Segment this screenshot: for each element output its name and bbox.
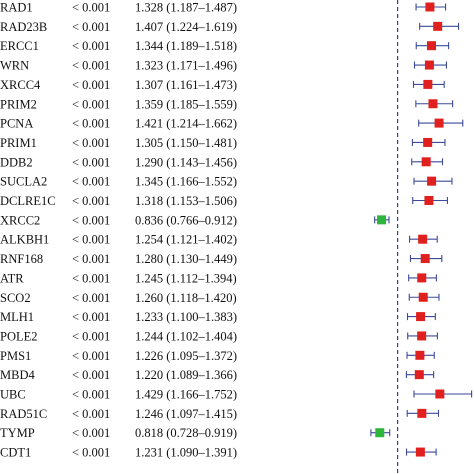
p-value: < 0.001 — [72, 155, 110, 169]
hr-point — [424, 196, 434, 205]
p-value: < 0.001 — [72, 446, 110, 460]
hr-ci-text: 1.244 (1.102–1.404) — [135, 329, 237, 343]
hr-point — [377, 215, 387, 225]
gene-label: POLE2 — [0, 329, 38, 343]
hr-point — [417, 273, 427, 283]
table-text: RAD1 < 0.001 1.328 (1.187–1.487) RAD23B < 0.… — [0, 1, 237, 460]
p-value: < 0.001 — [72, 117, 110, 131]
hr-ci-text: 1.328 (1.187–1.487) — [135, 1, 237, 15]
hr-point — [418, 234, 428, 244]
gene-label: RAD51C — [0, 407, 47, 421]
hr-point — [417, 408, 427, 418]
hr-point — [414, 370, 424, 380]
hr-ci-text: 0.818 (0.728–0.919) — [135, 426, 237, 440]
gene-label: XRCC2 — [0, 213, 40, 227]
gene-label: DDB2 — [0, 155, 33, 169]
hr-ci-text: 1.245 (1.112–1.394) — [135, 271, 237, 285]
hr-point — [428, 99, 438, 109]
p-value: < 0.001 — [72, 233, 110, 247]
gene-label: ATR — [0, 271, 24, 285]
gene-label: ALKBH1 — [0, 233, 49, 247]
hr-point — [425, 2, 435, 12]
hr-point — [424, 60, 434, 70]
p-value: < 0.001 — [72, 349, 110, 363]
hr-point — [435, 389, 445, 399]
hr-ci-text: 1.429 (1.166–1.752) — [135, 388, 237, 402]
gene-label: RAD23B — [0, 20, 47, 34]
gene-label: SUCLA2 — [0, 175, 47, 189]
hr-ci-text: 1.233 (1.100–1.383) — [135, 310, 237, 324]
hr-ci-text: 1.307 (1.161–1.473) — [135, 78, 237, 92]
gene-label: MLH1 — [0, 310, 34, 324]
hr-ci-text: 0.836 (0.766–0.912) — [135, 213, 237, 227]
plot-area — [370, 0, 473, 474]
hr-point — [375, 428, 385, 438]
gene-label: UBC — [0, 388, 26, 402]
hr-point — [427, 176, 437, 186]
gene-label: MBD4 — [0, 368, 35, 382]
hr-point — [416, 312, 426, 322]
hr-point — [417, 331, 427, 341]
gene-label: PCNA — [0, 117, 33, 131]
gene-label: WRN — [0, 59, 29, 73]
hr-ci-text: 1.344 (1.189–1.518) — [135, 39, 237, 53]
gene-label: PMS1 — [0, 349, 31, 363]
hr-ci-text: 1.231 (1.090–1.391) — [135, 446, 237, 460]
p-value: < 0.001 — [72, 271, 110, 285]
p-value: < 0.001 — [72, 368, 110, 382]
hr-point — [415, 447, 425, 457]
gene-label: ERCC1 — [0, 39, 39, 53]
hr-ci-text: 1.220 (1.089–1.366) — [135, 368, 237, 382]
p-value: < 0.001 — [72, 426, 110, 440]
gene-label: TYMP — [0, 426, 35, 440]
hr-ci-text: 1.421 (1.214–1.662) — [135, 117, 237, 131]
hr-point — [434, 118, 444, 128]
p-value: < 0.001 — [72, 97, 110, 111]
p-value: < 0.001 — [72, 136, 110, 150]
hr-ci-text: 1.318 (1.153–1.506) — [135, 194, 237, 208]
gene-label: DCLRE1C — [0, 194, 56, 208]
p-value: < 0.001 — [72, 407, 110, 421]
hr-ci-text: 1.280 (1.130–1.449) — [135, 252, 237, 266]
p-value: < 0.001 — [72, 388, 110, 402]
p-value: < 0.001 — [72, 213, 110, 227]
hr-point — [423, 79, 433, 89]
p-value: < 0.001 — [72, 291, 110, 305]
p-value: < 0.001 — [72, 1, 110, 15]
gene-label: CDT1 — [0, 446, 31, 460]
gene-label: PRIM2 — [0, 97, 37, 111]
p-value: < 0.001 — [72, 194, 110, 208]
gene-label: XRCC4 — [0, 78, 41, 92]
p-value: < 0.001 — [72, 175, 110, 189]
hr-ci-text: 1.323 (1.171–1.496) — [135, 59, 237, 73]
hr-point — [418, 292, 428, 302]
gene-label: RAD1 — [0, 1, 33, 15]
hr-ci-text: 1.260 (1.118–1.420) — [135, 291, 237, 305]
hr-ci-text: 1.226 (1.095–1.372) — [135, 349, 237, 363]
p-value: < 0.001 — [72, 20, 110, 34]
p-value: < 0.001 — [72, 310, 110, 324]
hr-ci-text: 1.246 (1.097–1.415) — [135, 407, 237, 421]
hr-point — [433, 21, 443, 31]
hr-ci-text: 1.290 (1.143–1.456) — [135, 155, 237, 169]
hr-point — [421, 157, 431, 167]
hr-point — [423, 137, 433, 147]
hr-ci-text: 1.407 (1.224–1.619) — [135, 20, 237, 34]
p-value: < 0.001 — [72, 329, 110, 343]
p-value: < 0.001 — [72, 59, 110, 73]
hr-ci-text: 1.254 (1.121–1.402) — [135, 233, 237, 247]
gene-label: RNF168 — [0, 252, 43, 266]
gene-label: PRIM1 — [0, 136, 37, 150]
hr-ci-text: 1.305 (1.150–1.481) — [135, 136, 237, 150]
hr-ci-text: 1.359 (1.185–1.559) — [135, 97, 237, 111]
hr-point — [415, 350, 425, 360]
hr-ci-text: 1.345 (1.166–1.552) — [135, 175, 237, 189]
p-value: < 0.001 — [72, 78, 110, 92]
p-value: < 0.001 — [72, 252, 110, 266]
gene-label: SCO2 — [0, 291, 31, 305]
hr-point — [426, 41, 436, 51]
hr-point — [420, 254, 430, 264]
p-value: < 0.001 — [72, 39, 110, 53]
